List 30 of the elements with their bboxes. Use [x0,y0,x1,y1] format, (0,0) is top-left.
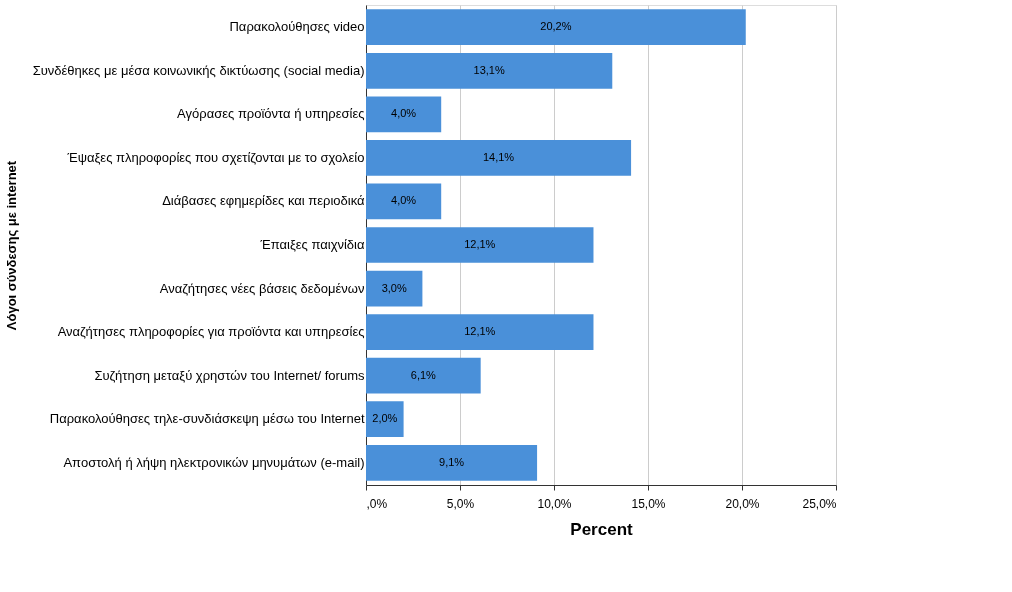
x-tick-label: ,0% [366,496,388,511]
data-label: 20,2% [540,20,572,33]
y-tick-label: Συζήτηση μεταξύ χρηστών του Internet/ forums [94,367,365,383]
data-label: 13,1% [473,63,505,76]
x-tick-label: 5,0% [446,496,475,511]
x-tick-label: 10,0% [537,496,572,511]
y-tick-label: Αγόρασες προϊόντα ή υπηρεσίες [177,106,365,122]
y-tick-label: Αναζήτησες νέες βάσεις δεδομένων [159,280,365,296]
x-tick-label: 25,0% [802,496,837,511]
y-tick-label: Διάβασες εφημερίδες και περιοδικά [162,193,365,209]
x-axis-title: Percent [570,519,634,539]
y-tick-label: Παρακολούθησες τηλε-συνδιάσκεψη μέσω του Internet [49,411,365,427]
data-label: 4,0% [391,194,417,207]
data-label: 4,0% [391,107,417,120]
y-tick-label: Αποστολή ή λήψη ηλεκτρονικών μηνυμάτων (e-mail) [63,454,365,470]
data-label: 12,1% [464,325,496,338]
y-tick-label: Έπαιξες παιχνίδια [259,237,365,252]
y-tick-label: Έψαξες πληροφορίες που σχετίζονται με το σχολείο [66,149,365,165]
data-label: 3,0% [381,281,407,294]
data-label: 12,1% [464,238,496,250]
y-axis-title: Λόγοι σύνδεσης με internet [3,160,19,331]
x-tick-label: 20,0% [725,496,760,511]
data-label: 14,1% [482,150,515,163]
data-label: 9,1% [439,455,465,468]
data-label: 2,0% [372,412,398,425]
y-tick-label: Αναζήτησες πληροφορίες για προϊόντα και υπηρεσίες [57,324,365,340]
x-tick-label: 15,0% [631,496,666,511]
data-label: 6,1% [410,368,437,381]
y-tick-label: Παρακολούθησες video [229,19,365,35]
y-tick-label: Συνδέθηκες με μέσα κοινωνικής δικτύωσης (social media) [32,62,365,78]
